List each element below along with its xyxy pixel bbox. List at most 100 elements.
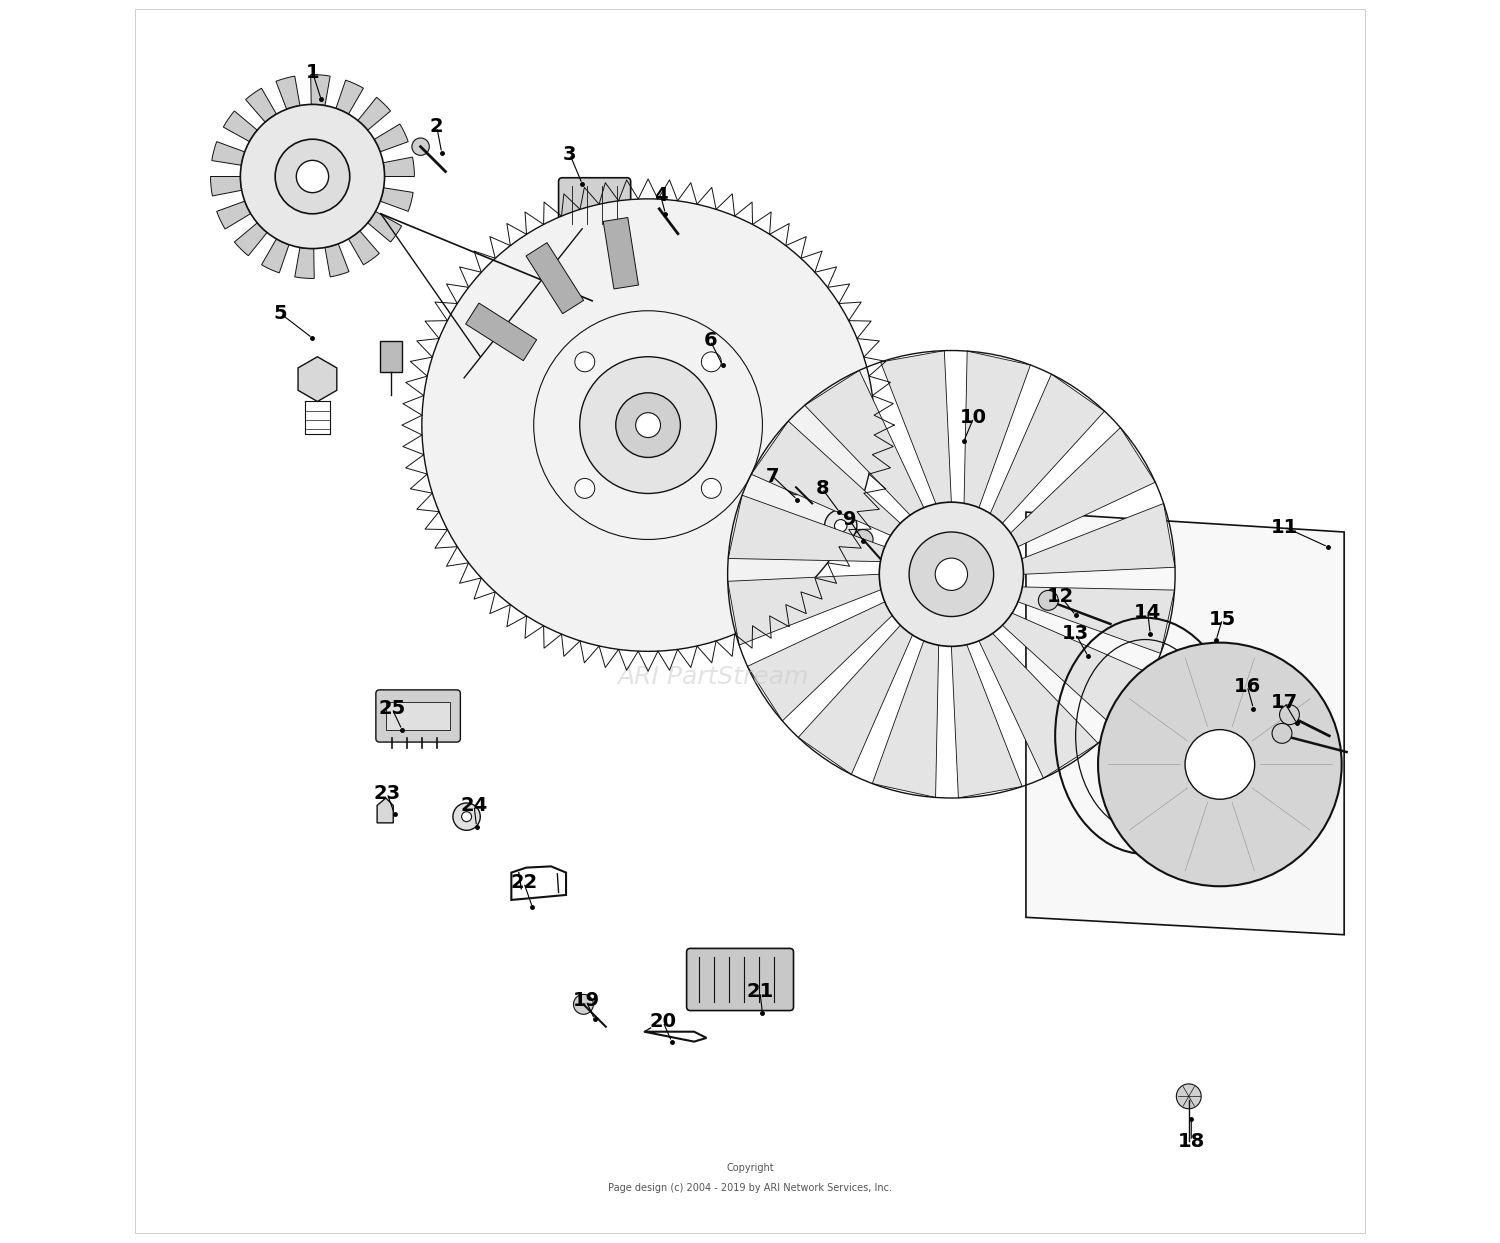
- Circle shape: [574, 352, 594, 372]
- Text: 21: 21: [747, 982, 774, 1002]
- Text: 4: 4: [654, 185, 668, 205]
- Circle shape: [834, 520, 848, 532]
- Circle shape: [1280, 705, 1299, 725]
- Text: 1: 1: [306, 62, 320, 82]
- Wedge shape: [216, 201, 250, 229]
- Polygon shape: [728, 495, 885, 562]
- Wedge shape: [348, 231, 380, 265]
- FancyBboxPatch shape: [558, 178, 630, 232]
- Text: 9: 9: [843, 510, 856, 530]
- Polygon shape: [804, 370, 924, 515]
- Polygon shape: [603, 218, 639, 288]
- Circle shape: [909, 532, 993, 617]
- Circle shape: [636, 413, 660, 438]
- Text: 6: 6: [704, 331, 717, 351]
- Polygon shape: [990, 374, 1104, 523]
- Circle shape: [579, 357, 717, 493]
- FancyBboxPatch shape: [687, 948, 794, 1011]
- Polygon shape: [747, 602, 892, 721]
- Wedge shape: [234, 222, 267, 256]
- Text: 19: 19: [573, 991, 600, 1011]
- Wedge shape: [358, 97, 390, 131]
- Wedge shape: [336, 80, 363, 114]
- Polygon shape: [1019, 587, 1174, 654]
- Text: 25: 25: [378, 699, 405, 718]
- Polygon shape: [1002, 613, 1152, 727]
- Wedge shape: [380, 188, 412, 211]
- Polygon shape: [1011, 428, 1155, 547]
- Circle shape: [297, 160, 328, 193]
- Polygon shape: [980, 634, 1098, 778]
- Text: 3: 3: [562, 144, 576, 164]
- Wedge shape: [211, 142, 244, 165]
- Text: 17: 17: [1270, 692, 1298, 712]
- Circle shape: [274, 139, 350, 214]
- Circle shape: [651, 200, 668, 218]
- Text: 24: 24: [460, 796, 488, 815]
- Text: 10: 10: [960, 408, 987, 428]
- Circle shape: [702, 479, 721, 498]
- Text: ARI PartStream: ARI PartStream: [616, 665, 809, 690]
- Polygon shape: [964, 351, 1030, 507]
- Text: 23: 23: [374, 783, 400, 803]
- Circle shape: [879, 502, 1023, 646]
- Polygon shape: [465, 303, 537, 360]
- Bar: [386, 702, 450, 730]
- Polygon shape: [1026, 512, 1344, 935]
- Text: 22: 22: [510, 873, 537, 892]
- Circle shape: [934, 558, 968, 590]
- Circle shape: [1038, 590, 1059, 610]
- Text: 5: 5: [273, 303, 286, 323]
- Circle shape: [825, 510, 856, 542]
- Polygon shape: [798, 625, 912, 774]
- Text: 7: 7: [765, 466, 778, 486]
- Polygon shape: [728, 574, 880, 645]
- Circle shape: [616, 393, 681, 457]
- Text: 14: 14: [1134, 603, 1161, 623]
- FancyBboxPatch shape: [376, 690, 460, 742]
- Polygon shape: [376, 798, 393, 823]
- Text: 11: 11: [1270, 517, 1298, 537]
- Circle shape: [1176, 1084, 1202, 1109]
- Text: 8: 8: [816, 479, 830, 498]
- Wedge shape: [224, 111, 256, 142]
- Wedge shape: [276, 76, 300, 109]
- Circle shape: [702, 352, 721, 372]
- Wedge shape: [310, 75, 330, 106]
- Circle shape: [1272, 723, 1292, 743]
- Circle shape: [240, 104, 384, 249]
- Polygon shape: [951, 645, 1022, 798]
- Circle shape: [1185, 730, 1254, 799]
- Circle shape: [422, 199, 874, 651]
- Text: 18: 18: [1178, 1131, 1204, 1151]
- Circle shape: [1098, 643, 1341, 886]
- Polygon shape: [298, 357, 338, 401]
- Polygon shape: [873, 641, 939, 798]
- Text: 16: 16: [1233, 676, 1262, 696]
- Text: Copyright: Copyright: [726, 1163, 774, 1173]
- Wedge shape: [375, 124, 408, 152]
- Text: 13: 13: [1062, 624, 1089, 644]
- Circle shape: [789, 480, 804, 495]
- Wedge shape: [382, 157, 414, 177]
- Circle shape: [453, 803, 480, 830]
- Circle shape: [573, 994, 594, 1014]
- Bar: [380, 341, 402, 373]
- Wedge shape: [326, 244, 350, 277]
- Wedge shape: [210, 177, 242, 196]
- Text: 15: 15: [1209, 609, 1236, 629]
- Circle shape: [853, 530, 873, 549]
- Polygon shape: [880, 351, 951, 503]
- Circle shape: [574, 479, 594, 498]
- Polygon shape: [526, 242, 584, 313]
- Wedge shape: [296, 247, 314, 278]
- Circle shape: [462, 812, 471, 822]
- Wedge shape: [246, 88, 276, 122]
- Text: 2: 2: [430, 117, 444, 137]
- Text: 12: 12: [1047, 587, 1074, 607]
- Text: 20: 20: [650, 1012, 676, 1032]
- Circle shape: [413, 138, 429, 155]
- Polygon shape: [1022, 503, 1174, 574]
- Text: Page design (c) 2004 - 2019 by ARI Network Services, Inc.: Page design (c) 2004 - 2019 by ARI Netwo…: [608, 1183, 892, 1193]
- Wedge shape: [261, 239, 290, 273]
